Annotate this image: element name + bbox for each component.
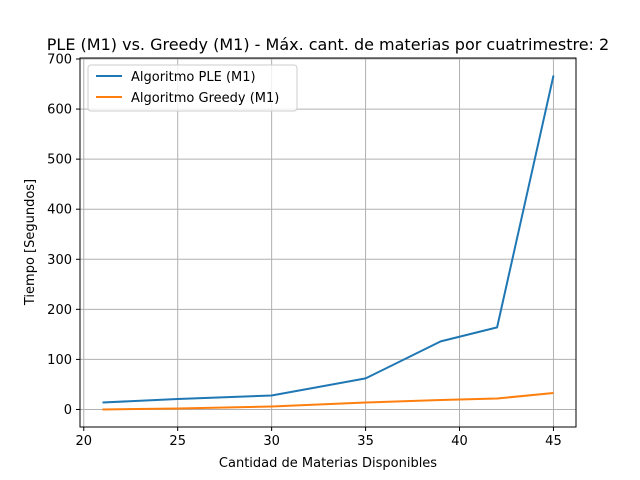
plot-frame (79, 57, 577, 428)
legend-label-greedy: Algoritmo Greedy (M1) (131, 91, 279, 106)
series-line-ple (102, 75, 555, 404)
legend: Algoritmo PLE (M1) Algoritmo Greedy (M1) (87, 64, 298, 112)
x-tick-label: 40 (451, 434, 468, 449)
x-tick-label: 45 (545, 434, 562, 449)
y-tick-label: 700 (47, 53, 72, 68)
x-tick-label: 20 (75, 434, 92, 449)
y-tick-label: 500 (47, 153, 72, 168)
series-line-greedy (102, 392, 554, 411)
y-tick-label: 0 (64, 403, 72, 418)
x-tick-label: 35 (357, 434, 374, 449)
y-tick-label: 600 (47, 103, 72, 118)
grid-lines (80, 58, 576, 427)
legend-label-ple: Algoritmo PLE (M1) (131, 70, 256, 85)
x-tick-label: 30 (263, 434, 280, 449)
legend-box (87, 64, 298, 112)
y-tick-label: 200 (47, 303, 72, 318)
x-axis-label: Cantidad de Materias Disponibles (219, 456, 437, 471)
x-tick-label: 25 (169, 434, 186, 449)
y-axis-label: Tiempo [Segundos] (23, 179, 38, 306)
y-tick-label: 300 (47, 253, 72, 268)
y-tick-label: 400 (47, 203, 72, 218)
series-lines (102, 75, 555, 411)
axis-ticks: 20 25 30 35 40 45 0 100 200 300 400 500 600 700 (47, 53, 562, 449)
chart-title: PLE (M1) vs. Greedy (M1) - Máx. cant. de… (47, 35, 609, 54)
y-tick-label: 100 (47, 353, 72, 368)
